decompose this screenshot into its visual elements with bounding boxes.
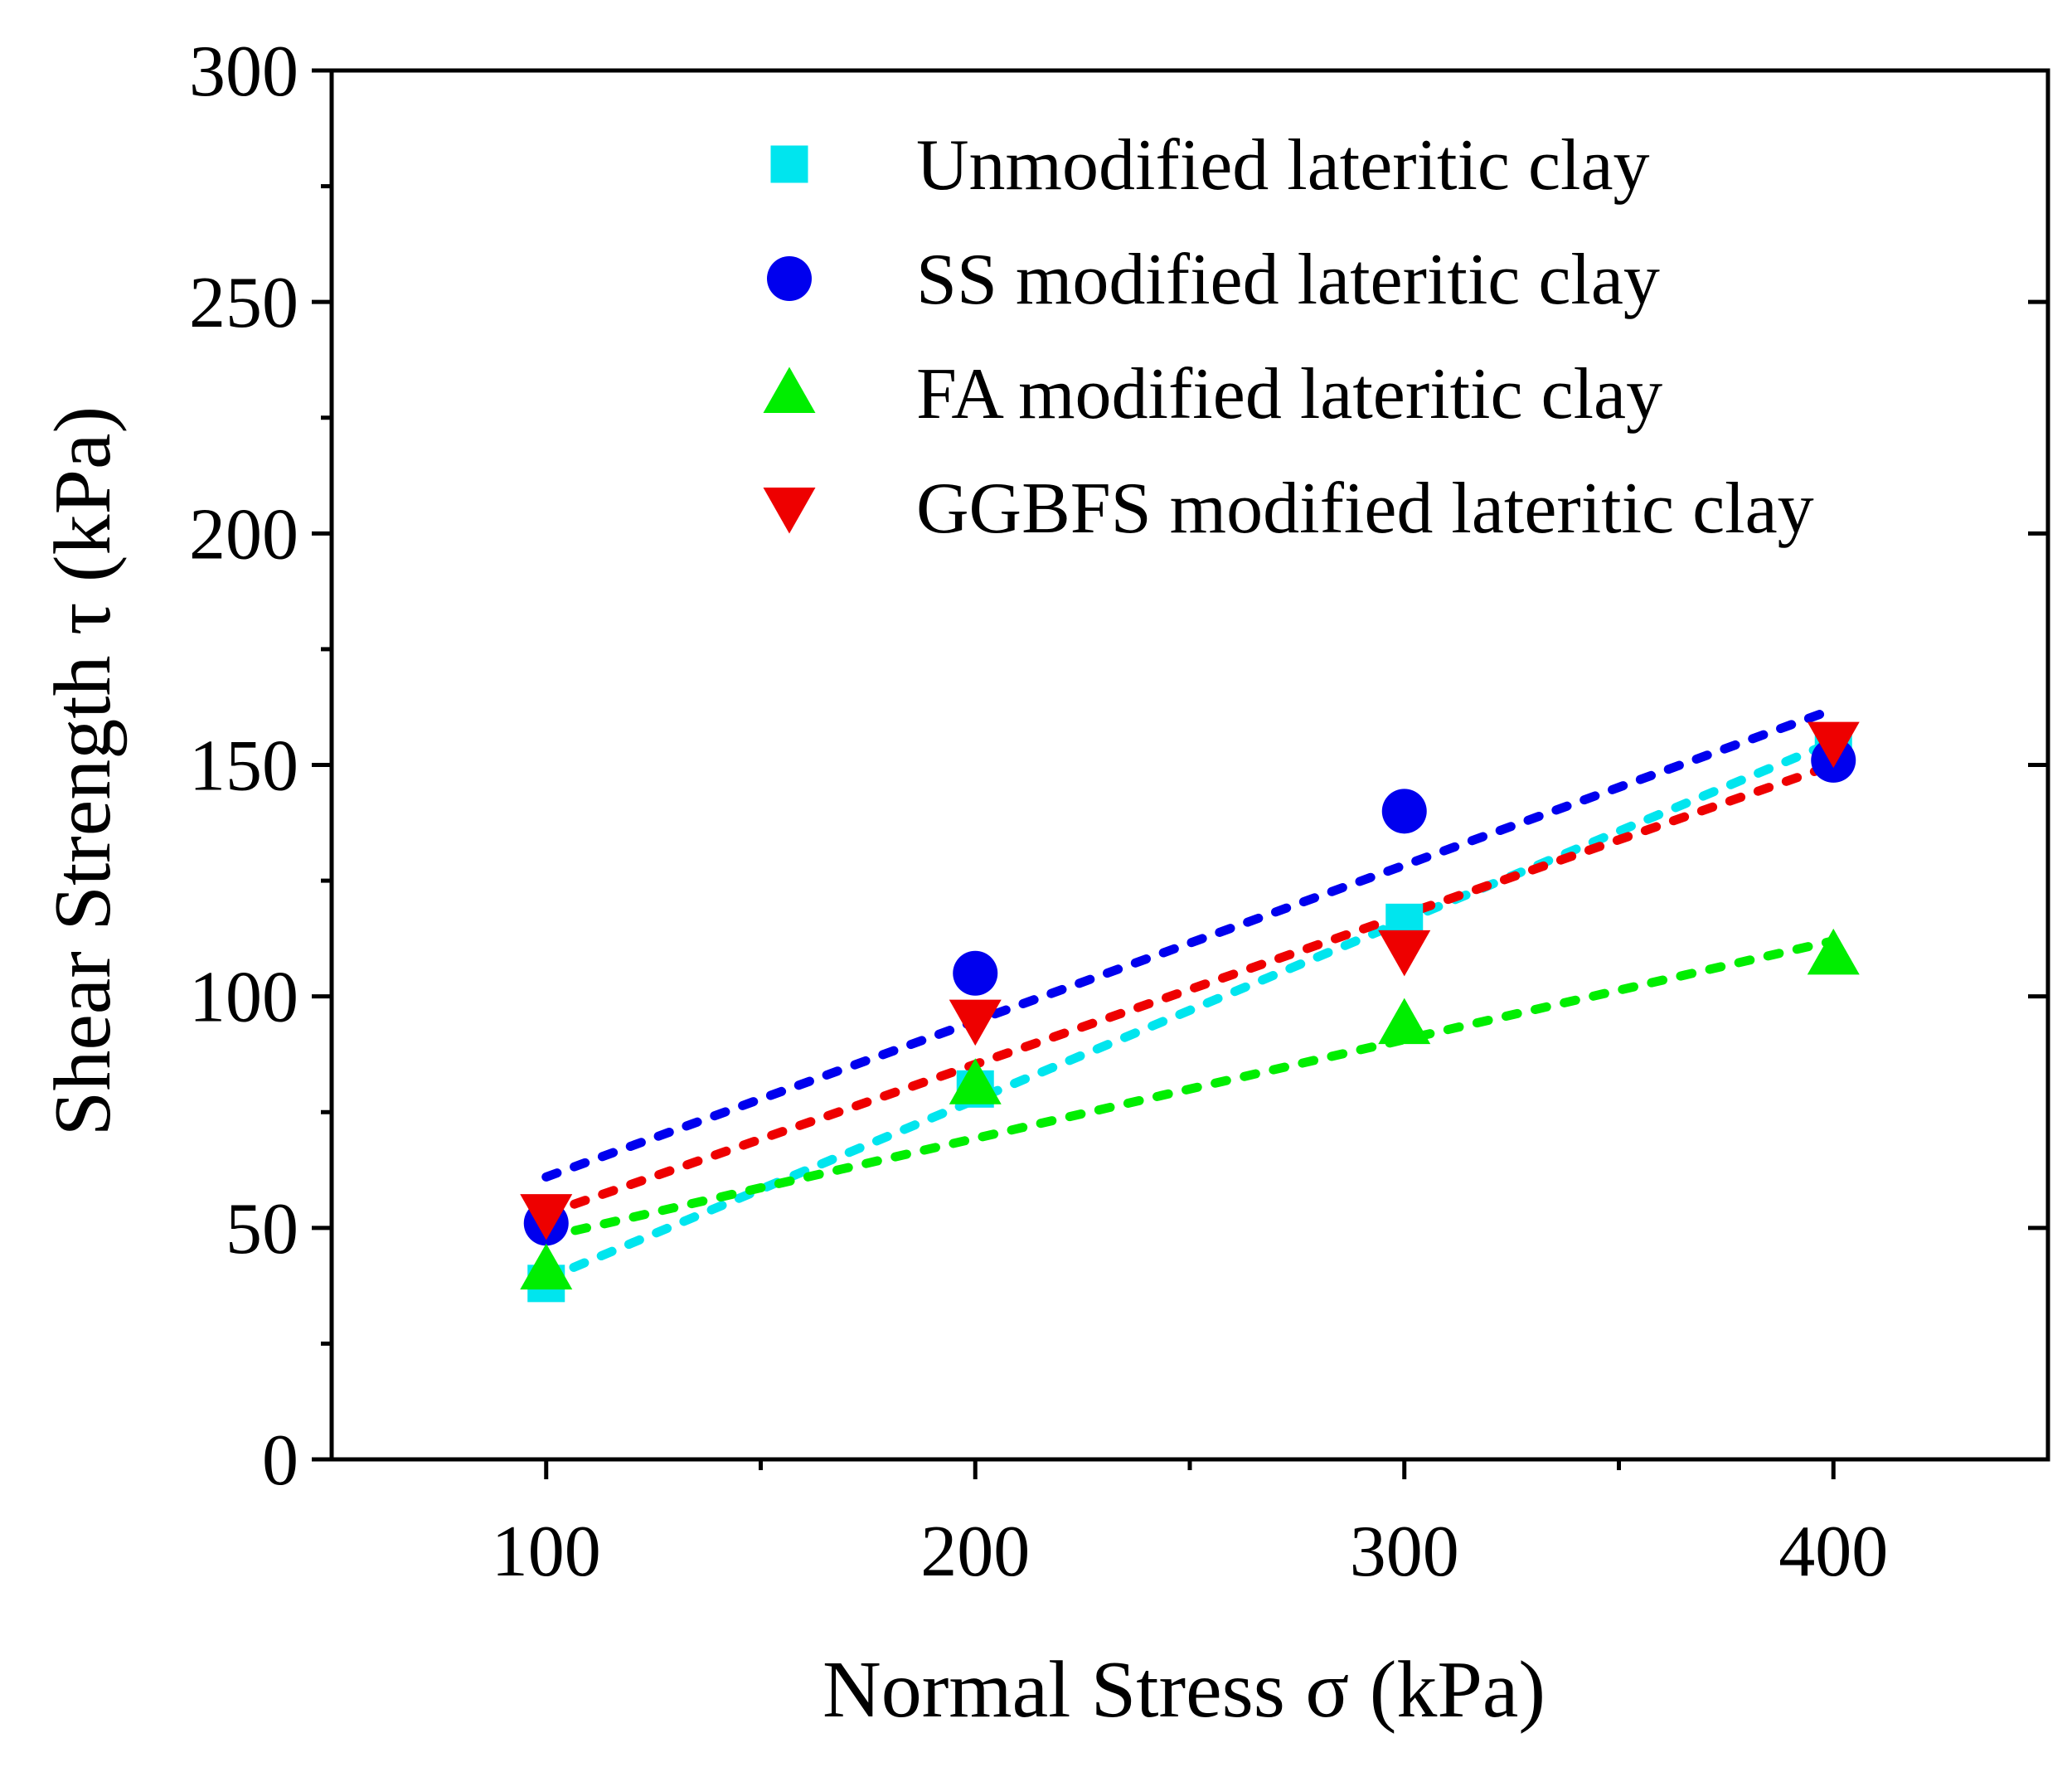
legend-label: SS modified lateritic clay xyxy=(916,240,1660,320)
y-tick-label: 250 xyxy=(189,263,298,343)
fit-line-fa-modified-lateritic-clay xyxy=(541,936,1838,1242)
legend-label: Unmodified lateritic clay xyxy=(916,125,1650,206)
legend-marker-unmodified-lateritic-clay xyxy=(770,145,808,183)
legend-label: GGBFS modified lateritic clay xyxy=(916,468,1814,549)
data-point-ggbfs-modified-lateritic-clay xyxy=(520,1194,573,1240)
y-axis-title: Shear Strength τ (kPa) xyxy=(38,406,128,1136)
axis-ticks xyxy=(312,68,2048,1479)
legend-label: FA modified lateritic clay xyxy=(916,354,1662,434)
fit-line-ggbfs-modified-lateritic-clay xyxy=(541,760,1838,1219)
x-tick-label: 100 xyxy=(492,1512,601,1592)
legend-marker-ggbfs-modified-lateritic-clay xyxy=(763,488,816,534)
y-tick-label: 0 xyxy=(262,1420,298,1501)
data-point-ggbfs-modified-lateritic-clay xyxy=(1807,721,1860,769)
data-point-fa-modified-lateritic-clay xyxy=(949,1058,1002,1104)
fit-lines xyxy=(541,705,1838,1284)
x-axis-title: Normal Stress σ (kPa) xyxy=(822,1645,1546,1735)
y-tick-label: 50 xyxy=(226,1189,298,1269)
data-point-ss-modified-lateritic-clay xyxy=(953,950,998,996)
y-tick-label: 300 xyxy=(189,32,298,112)
fit-line-unmodified-lateritic-clay xyxy=(541,737,1838,1284)
y-tick-label: 100 xyxy=(189,958,298,1038)
tick-labels: 100 200 300 400 0 50 100 150 200 250 300 xyxy=(189,32,1888,1592)
data-point-fa-modified-lateritic-clay xyxy=(1807,928,1860,975)
x-tick-label: 300 xyxy=(1350,1512,1459,1592)
x-tick-label: 400 xyxy=(1778,1512,1888,1592)
data-point-ggbfs-modified-lateritic-clay xyxy=(949,999,1002,1046)
y-tick-label: 150 xyxy=(189,726,298,807)
legend: Unmodified lateritic clay SS modified lat… xyxy=(763,125,1814,549)
data-point-fa-modified-lateritic-clay xyxy=(520,1243,573,1290)
data-point-ss-modified-lateritic-clay xyxy=(1381,789,1427,834)
data-markers xyxy=(520,721,1860,1303)
x-tick-label: 200 xyxy=(920,1512,1030,1592)
y-tick-label: 200 xyxy=(189,494,298,575)
legend-marker-fa-modified-lateritic-clay xyxy=(763,367,816,413)
fit-line-ss-modified-lateritic-clay xyxy=(541,705,1838,1182)
data-point-fa-modified-lateritic-clay xyxy=(1378,998,1431,1045)
data-point-ggbfs-modified-lateritic-clay xyxy=(1378,930,1431,977)
legend-marker-ss-modified-lateritic-clay xyxy=(767,256,812,301)
